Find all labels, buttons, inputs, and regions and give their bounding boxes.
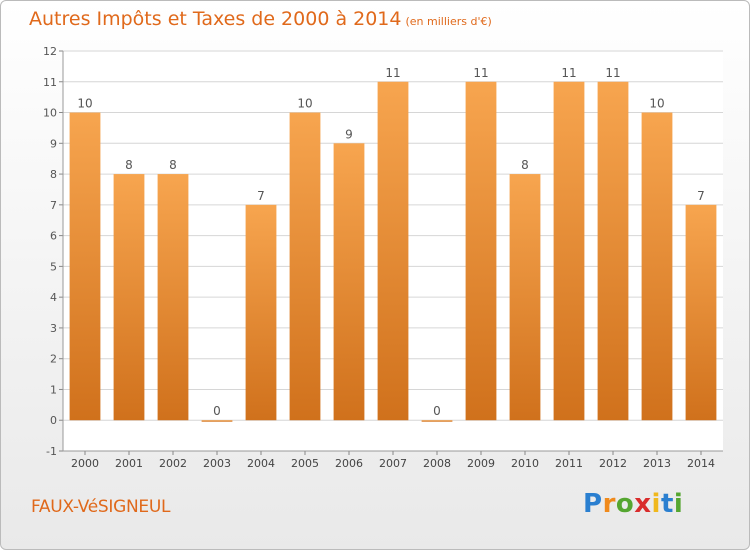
bar-2004	[245, 204, 277, 421]
bar-2013	[641, 112, 673, 421]
chart-title: Autres Impôts et Taxes de 2000 à 2014 (en…	[29, 8, 492, 30]
bar-2012	[597, 81, 629, 421]
data-label-2001: 8	[125, 158, 133, 172]
x-tick-label-2004: 2004	[247, 457, 275, 470]
data-label-2009: 11	[473, 66, 488, 80]
bar-2001	[113, 174, 145, 421]
x-tick-label-2014: 2014	[687, 457, 715, 470]
y-tick-label: 4	[50, 291, 57, 304]
data-label-2002: 8	[169, 158, 177, 172]
data-label-2004: 7	[257, 189, 265, 203]
bar-2000	[69, 112, 101, 421]
bar-2009	[465, 81, 497, 421]
y-tick-label: 0	[50, 414, 57, 427]
proxiti-logo: Proxiti	[583, 489, 684, 519]
bar-2006	[333, 143, 365, 421]
data-label-2008: 0	[433, 404, 441, 418]
bar-2014	[685, 204, 717, 421]
data-label-2010: 8	[521, 158, 529, 172]
bar-2011	[553, 81, 585, 421]
data-label-2013: 10	[649, 97, 664, 111]
data-label-2012: 11	[605, 66, 620, 80]
data-label-2006: 9	[345, 127, 353, 141]
x-tick-label-2008: 2008	[423, 457, 451, 470]
x-tick-label-2010: 2010	[511, 457, 539, 470]
bar-2002	[157, 174, 189, 421]
x-tick-label-2012: 2012	[599, 457, 627, 470]
y-tick-label: 7	[50, 199, 57, 212]
data-label-2003: 0	[213, 404, 221, 418]
bar-2005	[289, 112, 321, 421]
x-tick-label-2006: 2006	[335, 457, 363, 470]
x-tick-label-2001: 2001	[115, 457, 143, 470]
y-tick-label: 5	[50, 260, 57, 273]
commune-name: FAUX-VéSIGNEUL	[31, 497, 171, 517]
y-tick-label: 9	[50, 137, 57, 150]
chart-title-text: Autres Impôts et Taxes de 2000 à 2014	[29, 8, 402, 30]
bar-2010	[509, 174, 541, 421]
x-tick-label-2009: 2009	[467, 457, 495, 470]
x-tick-label-2002: 2002	[159, 457, 187, 470]
x-tick-label-2005: 2005	[291, 457, 319, 470]
y-tick-label: 11	[43, 76, 57, 89]
x-tick-label-2007: 2007	[379, 457, 407, 470]
y-tick-label: 6	[50, 230, 57, 243]
data-label-2005: 10	[297, 97, 312, 111]
bar-2008	[421, 420, 453, 422]
y-tick-label: 8	[50, 168, 57, 181]
y-tick-label: 2	[50, 353, 57, 366]
chart-unit-label: (en milliers d'€)	[405, 15, 492, 28]
data-label-2011: 11	[561, 66, 576, 80]
x-tick-label-2003: 2003	[203, 457, 231, 470]
y-tick-label: 3	[50, 322, 57, 335]
y-tick-label: 1	[50, 383, 57, 396]
x-tick-label-2013: 2013	[643, 457, 671, 470]
y-tick-label: 10	[43, 107, 57, 120]
data-label-2014: 7	[697, 189, 705, 203]
bar-2003	[201, 420, 233, 422]
y-tick-label: -1	[46, 445, 57, 458]
data-label-2000: 10	[77, 97, 92, 111]
data-label-2007: 11	[385, 66, 400, 80]
x-tick-label-2011: 2011	[555, 457, 583, 470]
y-tick-label: 12	[43, 45, 57, 58]
x-tick-label-2000: 2000	[71, 457, 99, 470]
bar-2007	[377, 81, 409, 421]
